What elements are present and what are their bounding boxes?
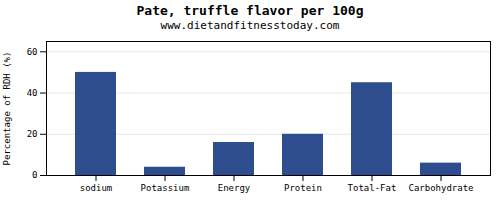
svg-text:Protein: Protein	[284, 183, 322, 193]
svg-text:Energy: Energy	[218, 183, 251, 193]
svg-text:60: 60	[27, 47, 38, 57]
html-text:www.dietandfitnesstoday.com: www.dietandfitnesstoday.com	[160, 19, 340, 32]
svg-text:Carbohydrate: Carbohydrate	[408, 183, 473, 193]
svg-text:20: 20	[27, 129, 38, 139]
svg-text:0: 0	[32, 170, 37, 180]
svg-text:40: 40	[27, 88, 38, 98]
html-text:Pate, truffle flavor per 100g: Pate, truffle flavor per 100g	[136, 3, 364, 18]
svg-text:sodium: sodium	[80, 183, 113, 193]
svg-text:Potassium: Potassium	[141, 183, 190, 193]
svg-text:Percentage of RDH (%): Percentage of RDH (%)	[2, 52, 12, 166]
svg-text:Total-Fat: Total-Fat	[348, 183, 397, 193]
